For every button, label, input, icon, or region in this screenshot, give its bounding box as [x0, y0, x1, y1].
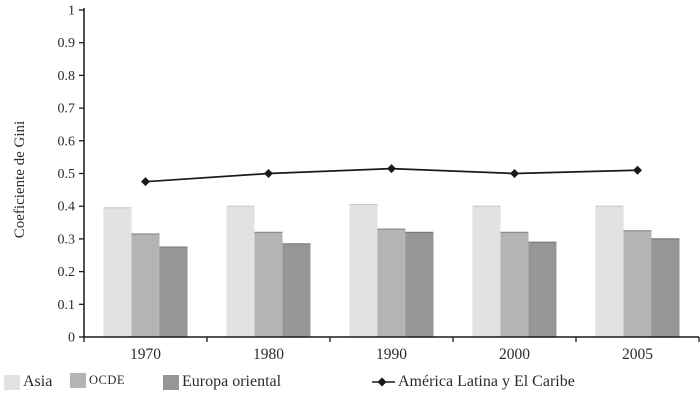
y-tick-label: 0.4 — [58, 200, 76, 215]
bar-europa-oriental-2000 — [528, 242, 557, 337]
y-tick-label: 1 — [68, 4, 75, 19]
bar-europa-oriental-1990 — [405, 232, 434, 337]
x-axis-category-label: 1990 — [376, 346, 407, 363]
legend-swatch-europa-oriental-icon — [163, 374, 179, 390]
y-tick-label: 0.8 — [58, 69, 76, 84]
bar-asia-2000 — [472, 206, 501, 337]
legend-item-europa-oriental: Europa oriental — [163, 373, 281, 391]
diamond-marker-1970 — [141, 177, 150, 187]
legend-label-ocde: OCDE — [89, 373, 126, 387]
x-axis-category-label: 1970 — [130, 346, 161, 363]
diamond-marker-1980 — [264, 169, 273, 178]
bar-ocde-2000 — [500, 232, 529, 337]
chart-legend: Asia OCDE Europa oriental América Latina… — [0, 366, 700, 408]
legend-item-asia: Asia — [4, 373, 52, 391]
legend-line-diamond-icon — [371, 376, 396, 388]
bar-ocde-1970 — [131, 233, 160, 337]
bar-asia-1990 — [349, 204, 378, 337]
diamond-marker-2005 — [633, 165, 642, 175]
y-axis-title: Coeficiente de Gini — [12, 121, 28, 238]
legend-label-asia: Asia — [23, 373, 53, 390]
bar-asia-1980 — [226, 206, 255, 337]
y-tick-label: 0.3 — [58, 232, 76, 247]
legend-item-america-latina: América Latina y El Caribe — [371, 373, 575, 391]
bar-ocde-1990 — [377, 229, 406, 337]
y-tick-label: 0.9 — [58, 36, 76, 51]
legend-swatch-ocde-icon — [70, 373, 86, 388]
y-tick-label: 0.6 — [58, 134, 76, 149]
legend-label-europa-oriental: Europa oriental — [182, 373, 282, 390]
bar-ocde-2005 — [623, 230, 652, 337]
bar-asia-1970 — [103, 207, 132, 337]
bar-europa-oriental-2005 — [651, 238, 680, 337]
diamond-marker-2000 — [510, 169, 519, 178]
bar-europa-oriental-1980 — [282, 243, 311, 337]
legend-item-ocde: OCDE — [70, 373, 125, 388]
y-tick-label: 0.2 — [58, 265, 76, 280]
y-tick-label: 0.1 — [58, 298, 76, 313]
x-axis-category-label: 2005 — [622, 346, 653, 363]
y-tick-label: 0.5 — [58, 167, 76, 182]
x-axis-category-label: 1980 — [253, 346, 284, 363]
y-tick-label: 0 — [68, 331, 75, 346]
chart-plot-area: 0 0.1 0.2 0.3 0.4 0.5 0.6 0.7 0.8 0.9 1 1970 1980 199… — [12, 4, 700, 363]
bar-europa-oriental-1970 — [159, 247, 188, 337]
legend-swatch-asia-icon — [4, 374, 20, 390]
x-axis-category-label: 2000 — [499, 346, 530, 363]
bar-asia-2005 — [595, 206, 624, 337]
y-tick-label: 0.7 — [58, 102, 76, 117]
legend-label-america-latina: América Latina y El Caribe — [398, 373, 575, 390]
diamond-marker-1990 — [387, 164, 396, 174]
bar-ocde-1980 — [254, 232, 283, 337]
